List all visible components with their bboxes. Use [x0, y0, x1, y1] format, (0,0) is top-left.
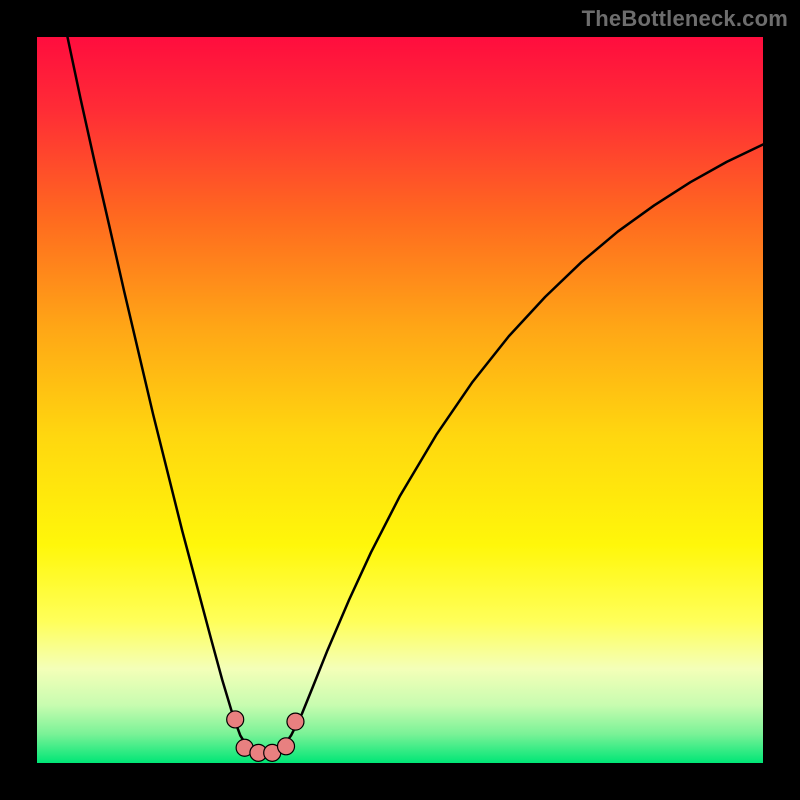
chart-frame: TheBottleneck.com: [0, 0, 800, 800]
bottleneck-curve: [67, 37, 763, 753]
plot-area: [37, 37, 763, 763]
marker-point: [278, 738, 295, 755]
marker-point: [227, 711, 244, 728]
marker-group: [227, 711, 304, 761]
marker-point: [287, 713, 304, 730]
watermark-text: TheBottleneck.com: [582, 6, 788, 32]
curve-layer: [37, 37, 763, 763]
